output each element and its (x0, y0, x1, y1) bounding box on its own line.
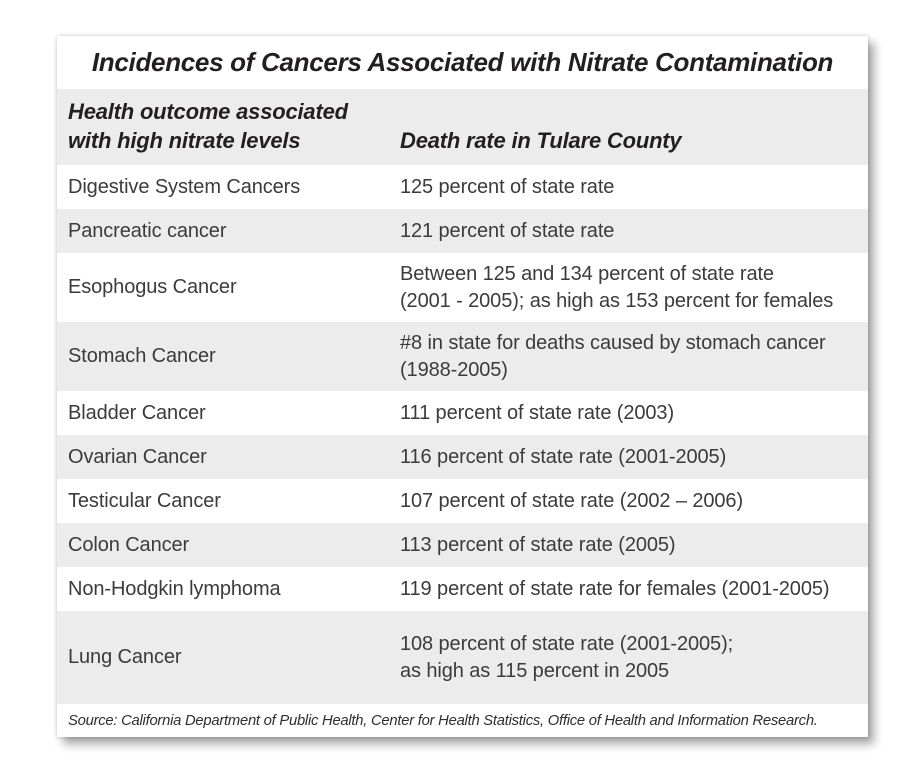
rate-line: 125 percent of state rate (400, 175, 615, 198)
outcome-cell: Bladder Cancer (68, 401, 206, 424)
table-row: Digestive System Cancers 125 percent of … (57, 165, 868, 209)
rate-cell: 125 percent of state rate (400, 174, 868, 201)
table-row: Colon Cancer 113 percent of state rate (… (57, 523, 868, 567)
rate-cell: 108 percent of state rate (2001-2005); a… (400, 631, 868, 685)
outcome-cell: Pancreatic cancer (68, 219, 227, 242)
rate-line: #8 in state for deaths caused by stomach… (400, 331, 826, 354)
rate-line: 119 percent of state rate for females (2… (400, 577, 830, 600)
rate-cell: #8 in state for deaths caused by stomach… (400, 330, 868, 384)
header-outcome-line1: Health outcome associated (68, 99, 348, 124)
table-row: Bladder Cancer 111 percent of state rate… (57, 391, 868, 435)
outcome-cell: Digestive System Cancers (68, 175, 301, 198)
outcome-cell: Colon Cancer (68, 533, 190, 556)
rate-line: (1988-2005) (400, 358, 508, 381)
header-outcome-line2: with high nitrate levels (68, 128, 301, 153)
rate-line: 108 percent of state rate (2001-2005); (400, 632, 734, 655)
rate-line: 107 percent of state rate (2002 – 2006) (400, 489, 744, 512)
header-outcome-cell: Health outcome associated with high nitr… (68, 97, 400, 155)
outcome-cell: Lung Cancer (68, 646, 182, 668)
outcome-cell: Non-Hodgkin lymphoma (68, 577, 281, 600)
rate-cell: 116 percent of state rate (2001-2005) (400, 444, 868, 471)
outcome-cell: Stomach Cancer (68, 345, 216, 367)
rate-line: 116 percent of state rate (2001-2005) (400, 445, 727, 468)
table-row: Lung Cancer 108 percent of state rate (2… (57, 611, 868, 704)
table-row: Non-Hodgkin lymphoma 119 percent of stat… (57, 567, 868, 611)
table-row: Pancreatic cancer 121 percent of state r… (57, 209, 868, 253)
rate-line: 113 percent of state rate (2005) (400, 533, 676, 556)
rate-cell: 107 percent of state rate (2002 – 2006) (400, 488, 868, 515)
rate-cell: Between 125 and 134 percent of state rat… (400, 261, 868, 315)
table-header-row: Health outcome associated with high nitr… (57, 89, 868, 165)
rate-line: Between 125 and 134 percent of state rat… (400, 262, 774, 285)
table-row: Stomach Cancer #8 in state for deaths ca… (57, 322, 868, 391)
rate-cell: 111 percent of state rate (2003) (400, 400, 868, 427)
rate-line: 121 percent of state rate (400, 219, 615, 242)
rate-cell: 119 percent of state rate for females (2… (400, 576, 868, 603)
source-row: Source: California Department of Public … (57, 704, 868, 737)
table-title: Incidences of Cancers Associated with Ni… (91, 47, 834, 77)
outcome-cell: Testicular Cancer (68, 489, 221, 512)
table-row: Testicular Cancer 107 percent of state r… (57, 479, 868, 523)
header-rate-cell: Death rate in Tulare County (400, 128, 682, 153)
table-card: Incidences of Cancers Associated with Ni… (57, 36, 868, 737)
outcome-cell: Ovarian Cancer (68, 445, 207, 468)
rate-line: as high as 115 percent in 2005 (400, 659, 670, 682)
table-title-row: Incidences of Cancers Associated with Ni… (57, 36, 868, 89)
source-note: Source: California Department of Public … (68, 712, 818, 729)
outcome-cell: Esophogus Cancer (68, 276, 237, 298)
rate-line: 111 percent of state rate (2003) (400, 401, 675, 424)
table-row: Esophogus Cancer Between 125 and 134 per… (57, 253, 868, 322)
rate-cell: 113 percent of state rate (2005) (400, 532, 868, 559)
table-row: Ovarian Cancer 116 percent of state rate… (57, 435, 868, 479)
rate-line: (2001 - 2005); as high as 153 percent fo… (400, 289, 834, 312)
rate-cell: 121 percent of state rate (400, 218, 868, 245)
